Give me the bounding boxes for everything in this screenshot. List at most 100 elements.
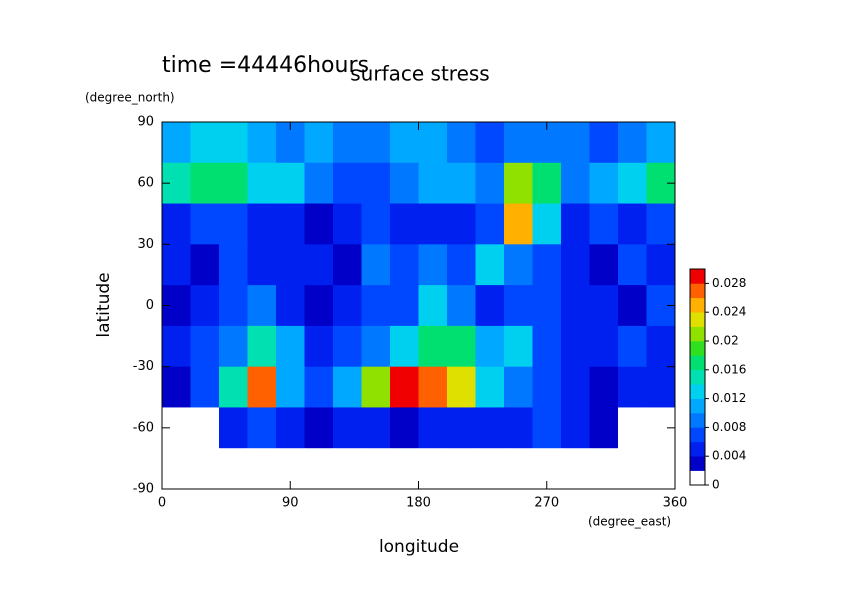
cell <box>162 244 191 286</box>
y-tick-label: 30 <box>137 237 154 252</box>
colorbar-swatch <box>690 312 705 327</box>
cell <box>276 407 305 449</box>
x-tick-label: 270 <box>534 496 559 511</box>
cell <box>361 203 391 245</box>
colorbar-swatch <box>690 384 705 399</box>
cell <box>646 366 676 408</box>
cell <box>276 162 305 205</box>
cell <box>162 325 191 368</box>
cell <box>475 407 505 449</box>
cell <box>589 285 619 327</box>
chart-subtitle: time =44446hours <box>162 53 369 78</box>
y-tick-label: 60 <box>137 176 154 191</box>
cell <box>247 366 277 408</box>
cell <box>589 122 619 164</box>
cell <box>361 366 391 408</box>
cell <box>304 285 334 327</box>
cell <box>475 244 505 286</box>
cell <box>504 285 533 327</box>
cell <box>618 285 647 327</box>
cell <box>333 203 362 245</box>
cell <box>162 366 191 408</box>
cell <box>361 244 391 286</box>
cell <box>247 407 277 449</box>
cell <box>475 203 505 245</box>
cell <box>333 407 362 449</box>
cell <box>475 366 505 408</box>
cell <box>304 448 334 490</box>
cell <box>418 407 448 449</box>
y-tick-label: -30 <box>133 359 154 374</box>
cell <box>333 122 362 164</box>
cell <box>646 448 676 490</box>
cell <box>190 203 220 245</box>
cell <box>561 448 590 490</box>
y-tick-label: -60 <box>133 420 154 435</box>
cell <box>475 325 505 368</box>
cell <box>561 162 590 205</box>
cell <box>190 162 220 205</box>
colorbar-tick-label: 0 <box>712 478 720 492</box>
cell <box>504 203 533 245</box>
cell <box>219 448 248 490</box>
cell <box>447 162 476 205</box>
cell <box>190 407 220 449</box>
cell <box>304 244 334 286</box>
cell <box>162 122 191 164</box>
cell <box>618 325 647 368</box>
cell <box>589 162 619 205</box>
x-tick-label: 0 <box>158 496 166 511</box>
cell <box>618 122 647 164</box>
chart-title: surface stress <box>350 62 489 86</box>
cell <box>447 244 476 286</box>
cell <box>190 285 220 327</box>
cell <box>504 162 533 205</box>
colorbar-tick-label: 0.004 <box>712 449 746 463</box>
colorbar-swatch <box>690 269 705 284</box>
cell <box>447 325 476 368</box>
cell <box>276 203 305 245</box>
cell <box>247 203 277 245</box>
cell <box>276 325 305 368</box>
cell <box>162 203 191 245</box>
cell <box>618 244 647 286</box>
cell <box>190 448 220 490</box>
cell <box>390 162 419 205</box>
cell <box>219 407 248 449</box>
cell <box>361 448 391 490</box>
colorbar-tick-label: 0.016 <box>712 362 746 376</box>
x-tick-label: 360 <box>663 496 688 511</box>
colorbar-swatch <box>690 398 705 414</box>
y-tick-label: 0 <box>146 298 154 313</box>
cell <box>646 122 676 164</box>
cell <box>333 285 362 327</box>
cell <box>304 366 334 408</box>
colorbar-swatch <box>690 456 705 471</box>
cell <box>589 244 619 286</box>
cell <box>418 366 448 408</box>
cell <box>589 366 619 408</box>
cell <box>247 162 277 205</box>
cell <box>504 448 533 490</box>
colorbar-frame <box>689 268 706 486</box>
cell <box>361 325 391 368</box>
cell <box>276 244 305 286</box>
cell <box>219 366 248 408</box>
colorbar-swatch <box>690 441 705 457</box>
cell <box>390 244 419 286</box>
cell <box>361 122 391 164</box>
cell <box>589 203 619 245</box>
cell <box>561 407 590 449</box>
cell <box>418 244 448 286</box>
cell <box>447 448 476 490</box>
colorbar-tick-label: 0.012 <box>712 391 746 405</box>
cell <box>475 162 505 205</box>
cell <box>247 122 277 164</box>
cell <box>504 122 533 164</box>
cell <box>304 122 334 164</box>
cell <box>447 366 476 408</box>
cell <box>219 162 248 205</box>
cell <box>247 325 277 368</box>
cell <box>475 285 505 327</box>
